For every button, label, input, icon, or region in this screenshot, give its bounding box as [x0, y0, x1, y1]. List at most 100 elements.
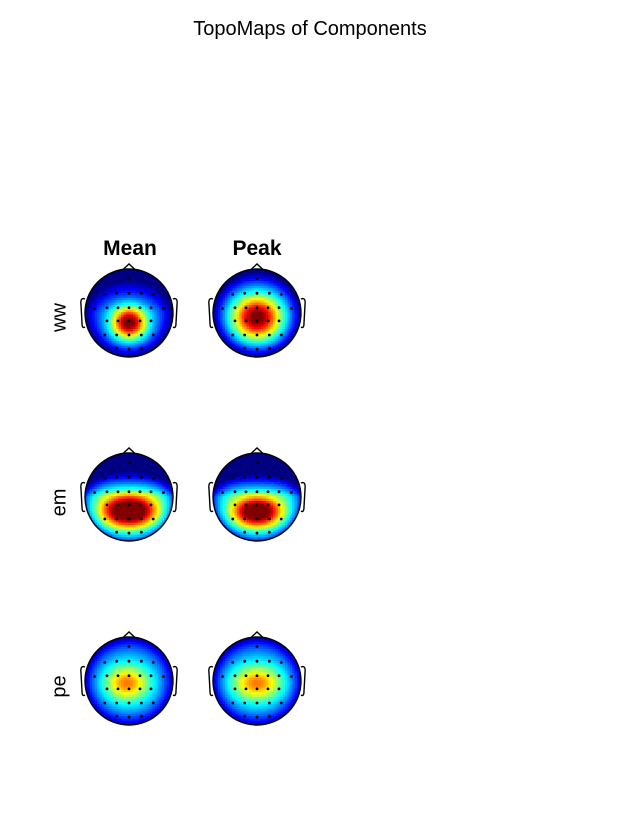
- electrode-dot: [139, 333, 143, 337]
- electrode-dot: [267, 346, 271, 350]
- electrode-dot: [151, 333, 155, 337]
- electrode-dot: [127, 306, 131, 310]
- electrode-dot: [255, 306, 259, 310]
- electrode-dot: [127, 291, 131, 295]
- electrode-dot: [127, 659, 131, 663]
- electrode-dot: [139, 346, 143, 350]
- topomap-field: [213, 453, 301, 541]
- electrode-dot: [233, 687, 237, 691]
- electrode-dot: [116, 503, 120, 507]
- electrode-dot: [266, 306, 270, 310]
- electrode-dot: [151, 517, 155, 521]
- electrode-dot: [105, 503, 109, 507]
- electrode-dot: [139, 517, 143, 521]
- electrode-dot: [149, 503, 153, 507]
- electrode-dot: [243, 530, 247, 534]
- electrode-dot: [115, 701, 119, 705]
- electrode-dot: [115, 530, 119, 534]
- electrode-dot: [139, 659, 143, 663]
- topomap-field: [213, 637, 301, 725]
- electrode-dot: [149, 319, 153, 323]
- right-ear-marker: [300, 665, 306, 697]
- electrode-dot: [127, 701, 131, 705]
- electrode-dot: [139, 701, 143, 705]
- electrode-dot: [116, 674, 120, 678]
- topomap-em-peak: [208, 447, 306, 542]
- electrode-dot: [266, 490, 270, 494]
- electrode-dot: [93, 491, 97, 494]
- electrode-dot: [243, 714, 247, 718]
- electrode-dot: [267, 714, 271, 718]
- electrode-dot: [103, 477, 107, 480]
- electrode-dot: [105, 306, 109, 310]
- nose-marker: [250, 447, 264, 455]
- electrode-dot: [231, 701, 235, 705]
- right-ear-marker: [300, 481, 306, 513]
- electrode-dot: [255, 645, 259, 649]
- electrode-dot: [127, 490, 131, 494]
- electrode-dot: [151, 477, 155, 480]
- electrode-dot: [289, 675, 293, 678]
- left-ear-marker: [80, 481, 86, 513]
- electrode-dot: [255, 701, 259, 705]
- electrode-dot: [244, 503, 248, 507]
- electrode-dot: [127, 674, 131, 678]
- electrode-dot: [255, 659, 259, 663]
- head-outline: [212, 636, 302, 726]
- electrode-dot: [277, 490, 281, 494]
- electrode-dot: [103, 333, 107, 337]
- electrode-dot: [279, 477, 283, 480]
- electrode-dot: [103, 517, 107, 521]
- electrode-dot: [255, 277, 259, 281]
- electrode-dot: [266, 503, 270, 507]
- nose-marker: [122, 263, 136, 271]
- electrode-dot: [127, 475, 131, 479]
- electrode-dot: [139, 530, 143, 534]
- topomap-field: [85, 269, 173, 357]
- electrode-dot: [267, 475, 271, 479]
- electrode-dot: [231, 477, 235, 480]
- left-ear-marker: [208, 481, 214, 513]
- right-ear-marker: [172, 665, 178, 697]
- topomap-em-mean: [80, 447, 178, 542]
- electrode-dot: [255, 461, 259, 465]
- electrode-dot: [255, 475, 259, 479]
- electrode-dot: [243, 346, 247, 350]
- topomap-field: [85, 637, 173, 725]
- electrode-dot: [267, 333, 271, 337]
- electrode-dot: [139, 291, 143, 295]
- electrode-dot: [151, 701, 155, 705]
- electrode-dot: [103, 661, 107, 664]
- electrode-dot: [103, 701, 107, 705]
- right-ear-marker: [172, 297, 178, 329]
- electrode-dot: [231, 293, 235, 296]
- left-ear-marker: [80, 665, 86, 697]
- electrode-dot: [244, 687, 248, 691]
- electrode-dot: [151, 661, 155, 664]
- electrode-dot: [243, 659, 247, 663]
- electrode-dot: [267, 701, 271, 705]
- electrode-dot: [255, 319, 259, 323]
- row-label-ww: ww: [48, 303, 71, 332]
- electrode-dot: [255, 333, 259, 337]
- electrode-dot: [138, 319, 142, 323]
- electrode-dot: [244, 674, 248, 678]
- electrode-dot: [243, 333, 247, 337]
- row-label-pe: pe: [48, 675, 71, 698]
- electrode-dot: [231, 333, 235, 337]
- electrode-dot: [243, 701, 247, 705]
- electrode-dot: [138, 687, 142, 691]
- electrode-dot: [255, 490, 259, 494]
- electrode-dot: [127, 531, 131, 535]
- electrode-dot: [139, 475, 143, 479]
- head-outline: [84, 268, 174, 358]
- electrode-dot: [127, 319, 131, 323]
- electrode-dot: [105, 319, 109, 323]
- electrode-dot: [255, 531, 259, 535]
- electrode-dot: [149, 306, 153, 310]
- electrode-dot: [267, 530, 271, 534]
- topomap-ww-mean: [80, 263, 178, 358]
- electrode-dot: [116, 490, 120, 494]
- electrode-dot: [93, 307, 97, 310]
- nose-marker: [122, 447, 136, 455]
